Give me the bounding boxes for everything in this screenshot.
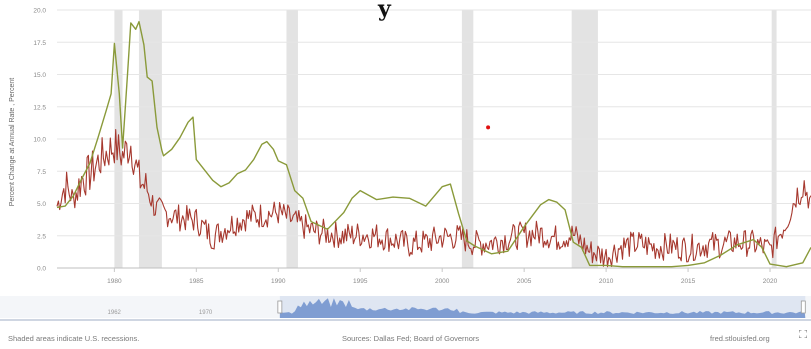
navigator-left-handle[interactable] [277,300,283,314]
source-note: Sources: Dallas Fed; Board of Governors [342,334,480,343]
credit-link[interactable]: fred.stlouisfed.org [710,334,770,343]
navigator-tick-label: 1970 [199,310,213,316]
y-tick-label: 17.5 [33,40,46,47]
x-tick-labels: 1980 1985 1990 1995 2000 2005 2010 2015 2020 [107,268,778,285]
y-tick-label: 7.5 [37,169,46,176]
y-tick-label: 5.0 [37,201,46,208]
y-tick-label: 12.5 [33,104,46,111]
x-tick-label: 1980 [107,278,122,285]
x-tick-label: 2015 [681,278,696,285]
x-tick-label: 2005 [517,278,532,285]
y-tick-label: 2.5 [37,233,46,240]
y-tick-labels: 0.0 2.5 5.0 7.5 10.0 12.5 15.0 17.5 20.0 [33,8,46,273]
annotation-point-0 [486,125,491,130]
chart-footer: Shaded areas indicate U.S. recessions. S… [0,324,811,349]
y-tick-label: 0.0 [37,266,46,273]
x-tick-label: 1990 [271,278,286,285]
navigator-area [279,298,806,318]
y-tick-label: 15.0 [33,72,46,79]
chart-svg: 0.02.55.07.510.012.515.017.520.0 1980 198… [0,8,811,321]
x-tick-label: 1985 [189,278,204,285]
grid-layer [57,9,811,269]
y-tick-label: 20.0 [33,8,46,15]
navigator-tick-label: 1962 [108,310,122,316]
page-title-fragment: y [378,0,391,22]
navigator-right-handle[interactable] [800,300,806,314]
recession-note: Shaded areas indicate U.S. recessions. [8,334,140,343]
x-tick-label: 2000 [435,278,450,285]
y-axis-label: Percent Change at Annual Rate , Percent [9,78,16,206]
annotation-layer [486,125,491,130]
y-tick-label: 10.0 [33,137,46,144]
x-tick-label: 2020 [763,278,778,285]
series-line-1 [56,20,811,268]
series-layer [56,20,811,268]
x-tick-label: 1995 [353,278,368,285]
range-navigator[interactable]: 1962 1970 [0,296,811,321]
fullscreen-icon[interactable] [799,330,807,338]
x-tick-label: 2010 [599,278,614,285]
series-line-0 [56,129,811,268]
